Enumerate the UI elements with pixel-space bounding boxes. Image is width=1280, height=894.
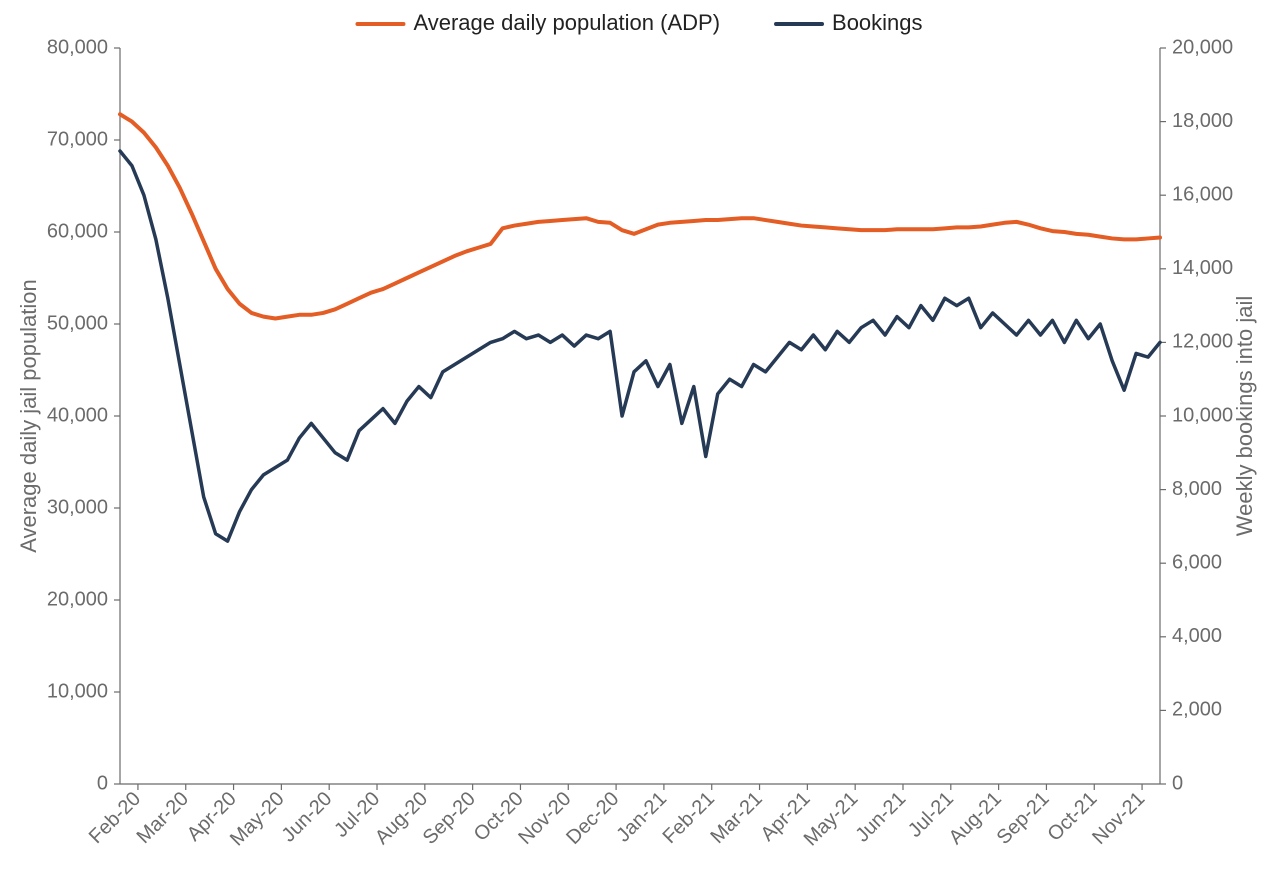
chart-svg: 0 10,000 20,000 30,000 40,000 50,000 60,000 70,…	[0, 0, 1280, 894]
y-left-tick-label: 0	[97, 772, 108, 794]
y-right-tick-label: 18,000	[1172, 110, 1233, 132]
legend-label-adp: Average daily population (ADP)	[413, 10, 720, 35]
y-right-axis-title: Weekly bookings into jail	[1232, 296, 1257, 537]
y-right-tick-label: 4,000	[1172, 625, 1222, 647]
y-right-tick-label: 10,000	[1172, 404, 1233, 426]
y-right-tick-label: 20,000	[1172, 36, 1233, 58]
y-left-tick-label: 40,000	[47, 404, 108, 426]
y-left-axis-title: Average daily jail population	[16, 279, 41, 553]
y-right-tick-label: 6,000	[1172, 551, 1222, 573]
y-left-tick-label: 20,000	[47, 588, 108, 610]
jail-population-chart: 0 10,000 20,000 30,000 40,000 50,000 60,000 70,…	[0, 0, 1280, 894]
y-right-tick-label: 16,000	[1172, 183, 1233, 205]
legend-label-bookings: Bookings	[832, 10, 923, 35]
y-left-tick-label: 10,000	[47, 680, 108, 702]
chart-bg	[0, 0, 1280, 894]
y-left-tick-label: 50,000	[47, 312, 108, 334]
y-right-tick-label: 14,000	[1172, 257, 1233, 279]
y-left-tick-label: 60,000	[47, 220, 108, 242]
y-right-tick-label: 0	[1172, 772, 1183, 794]
y-right-tick-label: 2,000	[1172, 699, 1222, 721]
y-right-tick-label: 8,000	[1172, 478, 1222, 500]
y-left-tick-label: 80,000	[47, 36, 108, 58]
y-left-tick-label: 70,000	[47, 128, 108, 150]
y-right-tick-label: 12,000	[1172, 331, 1233, 353]
y-left-tick-label: 30,000	[47, 496, 108, 518]
